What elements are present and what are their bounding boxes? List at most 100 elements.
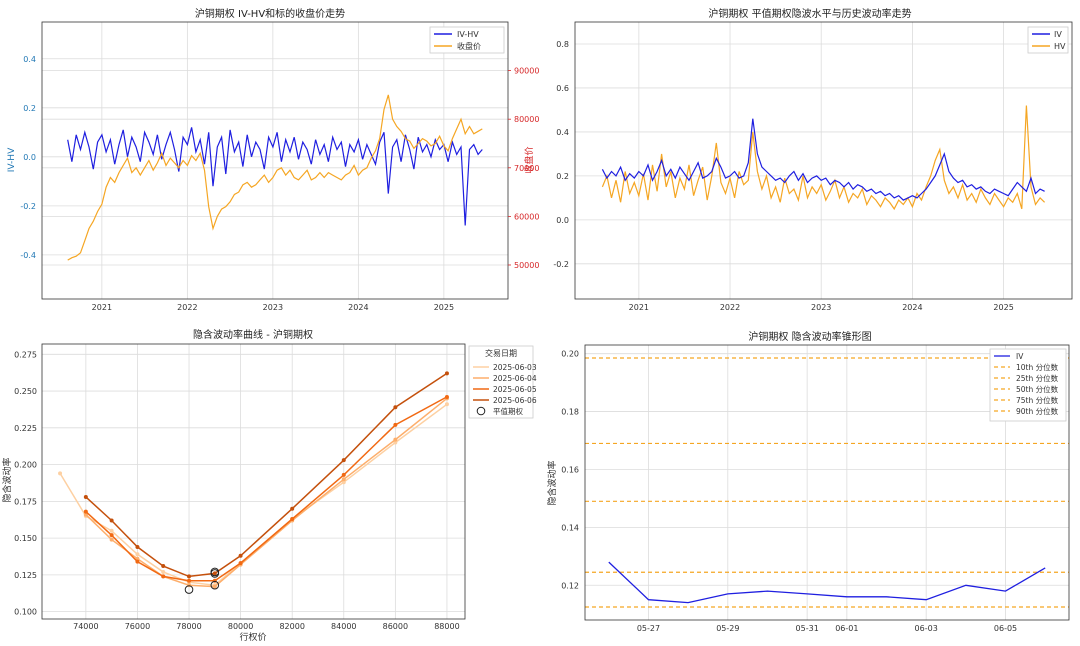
iv-hv-level-panel: 沪铜期权 平值期权隐波水平与历史波动率走势 2021 2022 2023 2024 20…: [553, 7, 1073, 312]
p3-series-line: [85, 372, 448, 578]
p1-frame: [41, 21, 509, 300]
p1-y2tick-label: 60000: [514, 212, 539, 221]
p4-legend-iv-label: IV: [1016, 352, 1024, 361]
p1-title: 沪铜期权 IV-HV和标的收盘价走势: [195, 7, 345, 20]
p3-ytick-label: 0.125: [14, 571, 37, 580]
p3-ytick-label: 0.250: [14, 387, 37, 396]
p3-series-point: [58, 471, 63, 476]
p4-xtick-label: 06-05: [994, 624, 1017, 633]
p3-series-point: [161, 569, 166, 574]
p1-ytick-label: -0.4: [20, 251, 36, 260]
p1-ytick-label: -0.2: [20, 202, 36, 211]
p3-series-point: [393, 437, 398, 442]
p3-series-point: [187, 574, 192, 579]
p3-marks: [58, 371, 449, 594]
p1-legend-box: [429, 26, 505, 54]
p1-grid: [42, 22, 508, 299]
p4-legend-quantile-label: 75th 分位数: [1016, 395, 1059, 405]
p3-atm-marker: [210, 580, 220, 590]
p3-grid: [42, 344, 465, 619]
p4-title: 沪铜期权 隐含波动率锥形图: [748, 330, 871, 343]
p3-legend-box: [468, 345, 534, 419]
p3-legend-label: 2025-06-03: [493, 363, 537, 372]
p1-y2tick-label: 90000: [514, 67, 539, 76]
p3-series-line: [85, 396, 448, 582]
p3-series-point: [109, 533, 114, 538]
p4-marks: [585, 357, 1069, 608]
p3-xtick-label: 78000: [176, 622, 201, 631]
p2-frame: [574, 21, 1073, 300]
p2-grid: [575, 22, 1072, 299]
p4-xtick-label: 06-03: [915, 624, 938, 633]
p3-xtick-label: 86000: [383, 622, 408, 631]
p3-series-point: [135, 544, 140, 549]
p2-ticks: 2021 2022 2023 2024 2025 -0.2 0.0 0.2 0.4 0.6 0.8: [553, 40, 1013, 312]
p3-series-point: [444, 394, 449, 399]
p3-legend: 交易日期 2025-06-032025-06-042025-06-052025-…: [468, 345, 537, 419]
p4-ytick-label: 0.18: [561, 408, 579, 417]
p1-ytick-label: 0.0: [23, 153, 36, 162]
p3-series-point: [444, 402, 449, 407]
p3-series-point: [341, 472, 346, 477]
p1-y2tick-label: 80000: [514, 115, 539, 124]
p1-ylabel: IV-HV: [7, 147, 17, 172]
p1-legend-close: 收盘价: [457, 41, 481, 51]
p4-frame: [584, 344, 1070, 621]
p2-ytick-label: 0.2: [556, 172, 569, 181]
p2-series-hv: [601, 105, 1046, 211]
p1-ticks: 2021 2022 2023 2024 2025 -0.4 -0.2 0.0 0.2 0.4 500…: [20, 55, 539, 312]
p2-xtick-label: 2022: [720, 303, 740, 312]
p4-ytick-label: 0.20: [561, 350, 579, 359]
p3-xtick-label: 84000: [331, 622, 356, 631]
p1-ytick-label: 0.4: [23, 55, 36, 64]
p4-legend-quantile-label: 10th 分位数: [1016, 362, 1059, 372]
p1-y2tick-label: 70000: [514, 164, 539, 173]
p2-xtick-label: 2025: [993, 303, 1013, 312]
p4-ylabel: 隐含波动率: [546, 460, 558, 505]
p3-xtick-label: 80000: [228, 622, 253, 631]
p2-ytick-label: -0.2: [553, 260, 569, 269]
p3-series-point: [290, 517, 295, 521]
p3-series-point: [238, 561, 243, 566]
p3-xlabel: 行权价: [239, 631, 266, 643]
p1-series-ivhv: [67, 127, 483, 226]
p3-xtick-label: 82000: [279, 622, 304, 631]
p3-series-point: [83, 494, 88, 499]
p3-legend-label: 2025-06-06: [493, 396, 537, 405]
p3-series-point: [444, 371, 449, 376]
p1-legend: IV-HV 收盘价: [429, 26, 505, 54]
p1-xtick-label: 2023: [263, 303, 283, 312]
p3-legend-atm-label: 平值期权: [493, 406, 523, 416]
p2-xtick-label: 2023: [811, 303, 831, 312]
iv-hv-close-panel: 沪铜期权 IV-HV和标的收盘价走势 2021 2022 2023 2024 2025 -…: [7, 7, 539, 312]
p3-legend-items: 2025-06-03 2025-06-04 2025-06-05 2025-06-06…: [473, 363, 537, 416]
p3-series-point: [341, 477, 346, 482]
p3-series-point: [341, 458, 346, 463]
p3-xtick-label: 74000: [73, 622, 98, 631]
p3-atm-marker: [210, 567, 220, 577]
p2-xtick-label: 2021: [629, 303, 649, 312]
p4-ticks: 05-27 05-29 05-31 06-01 06-03 06-05 0.12 0.14 0.…: [561, 350, 1017, 633]
p2-xtick-label: 2024: [902, 303, 922, 312]
p3-title: 隐含波动率曲线 - 沪铜期权: [193, 328, 313, 341]
p3-series-point: [161, 564, 166, 569]
p4-xtick-label: 05-27: [637, 624, 660, 633]
p1-xtick-label: 2025: [434, 303, 454, 312]
p3-series-point: [341, 480, 346, 485]
p3-series-point: [393, 440, 398, 445]
p2-legend-iv: IV: [1054, 30, 1062, 39]
p4-series-iv: [608, 561, 1046, 604]
p1-y2label: 收盘价: [523, 146, 535, 173]
p3-legend-label: 2025-06-05: [493, 385, 537, 394]
p3-xtick-label: 88000: [434, 622, 459, 631]
p2-marks: [601, 105, 1046, 211]
p3-ylabel: 隐含波动率: [1, 457, 13, 502]
p3-ytick-label: 0.175: [14, 497, 37, 506]
p3-ytick-label: 0.275: [14, 350, 37, 359]
p3-series-point: [238, 553, 243, 558]
p1-legend-ivhv: IV-HV: [457, 30, 479, 39]
p4-ytick-label: 0.12: [561, 581, 579, 590]
